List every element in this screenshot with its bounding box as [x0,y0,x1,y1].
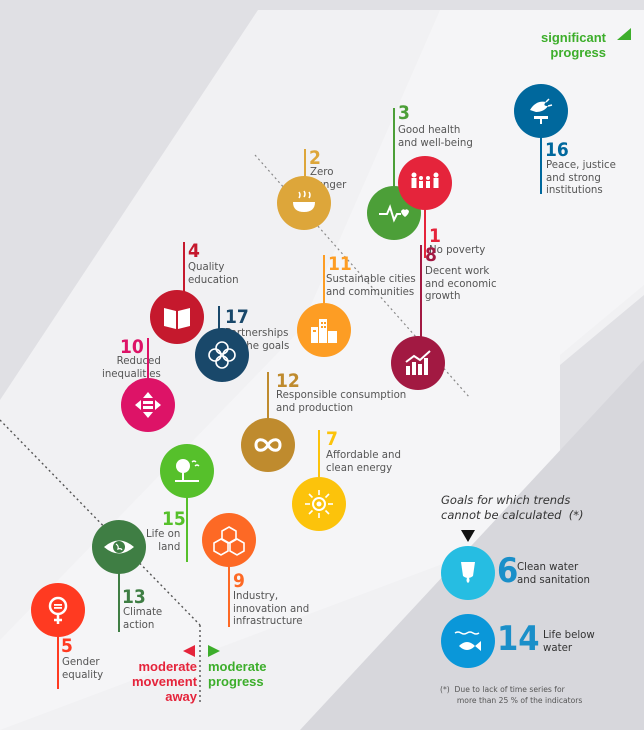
goal-9-label: Industry, innovation and infrastructure [233,591,310,627]
goal-3-stem [393,108,395,188]
goal-5-stem [57,635,59,689]
goal-9-stem [228,565,230,627]
bowl-icon [293,190,315,212]
dove-icon [530,98,553,124]
goal-6-label: Clean water and sanitation [517,562,590,586]
goal-11-stem [323,255,325,305]
goal-16-stem [540,136,542,194]
sun-icon [305,490,333,518]
footnote: (*) Due to lack of time series for more … [440,685,583,705]
goal-9-number: 9 [233,570,245,592]
goal-4-stem [183,242,185,292]
significant-progress-arrow-icon [617,28,631,40]
book-icon [164,308,190,329]
moderate-progress-arrow-icon [208,645,220,657]
fish-icon [454,631,481,651]
goal-1-label: No poverty [429,245,486,256]
goal-6-number: 6 [497,551,519,591]
growth-chart-icon [405,350,431,375]
goal-15-circle [160,444,214,498]
goal-3-number: 3 [398,102,410,124]
goal-10-circle [121,378,175,432]
gender-icon [48,596,68,624]
down-triangle-icon [461,530,475,542]
goal-13-circle [92,520,146,574]
goal-2-circle [277,176,331,230]
goal-4-label: Quality education [188,262,239,286]
goal-16-label: Peace, justice and strong institutions [546,160,616,196]
goal-7-number: 7 [326,428,338,450]
flower-icon [208,341,236,369]
eye-globe-icon [104,540,134,554]
goal-10-stem [147,338,149,380]
goal-12-number: 12 [276,370,300,392]
city-icon [311,319,337,343]
movement-away-arrow-icon [183,645,195,657]
goal-17-stem [218,306,220,336]
goal-2-label: Zero hunger [310,167,347,191]
goal-15-label: Life on land [146,529,181,553]
significant-progress-label: significant progress [541,30,607,60]
goal-5-number: 5 [61,635,73,657]
goal-5-circle [31,583,85,637]
goal-11-number: 11 [328,253,352,275]
goal-13-stem [118,572,120,632]
goal-12-circle [241,418,295,472]
moderate-progress-label: moderate progress [208,659,267,689]
goal-16-circle [514,84,568,138]
goal-7-circle [292,477,346,531]
goal-2-number: 2 [309,147,321,169]
goal-3-label: Good health and well-being [398,125,473,149]
goal-11-circle [297,303,351,357]
goal-15-stem [186,496,188,562]
goal-1-number: 1 [429,225,441,247]
goal-8-circle [391,336,445,390]
goal-8-stem [420,245,422,337]
heartbeat-icon [379,204,409,223]
cubes-icon [213,526,245,556]
goal-10-number: 10 [120,336,144,358]
goal-5-label: Gender equality [62,657,104,681]
tree-icon [175,459,200,482]
goal-7-label: Affordable and clean energy [326,450,401,474]
goal-8-label: Decent work and economic growth [425,266,497,302]
infinity-icon [254,438,282,452]
moderate-movement-away-label: moderate movement away [132,659,198,704]
goal-2-stem [304,149,306,179]
water-drop-icon [461,562,475,583]
goal-9-circle [202,513,256,567]
goal-17-number: 17 [225,306,249,328]
goal-14-circle [441,614,495,668]
goal-1-circle [398,156,452,210]
goal-11-label: Sustainable cities and communities [326,274,416,298]
goal-14-number: 14 [497,619,540,659]
goal-1-stem [424,208,426,258]
goal-12-label: Responsible consumption and production [276,390,407,414]
family-icon [411,172,439,188]
not-calculated-title: Goals for which trends cannot be calcula… [441,493,584,522]
goal-15-number: 15 [162,508,186,530]
goal-12-stem [267,372,269,422]
goal-17-circle [195,328,249,382]
goal-14-label: Life below water [543,630,595,654]
arrows-equal-icon [135,392,161,418]
goal-8-number: 8 [425,244,437,266]
goal-6-circle [441,546,495,600]
goal-7-stem [318,430,320,480]
goal-10-label: Reduced inequalities [102,356,161,380]
goal-13-number: 13 [122,586,146,608]
goal-13-label: Climate action [123,607,163,631]
goal-16-number: 16 [545,139,569,161]
goal-4-circle [150,290,204,344]
goal-4-number: 4 [188,240,200,262]
